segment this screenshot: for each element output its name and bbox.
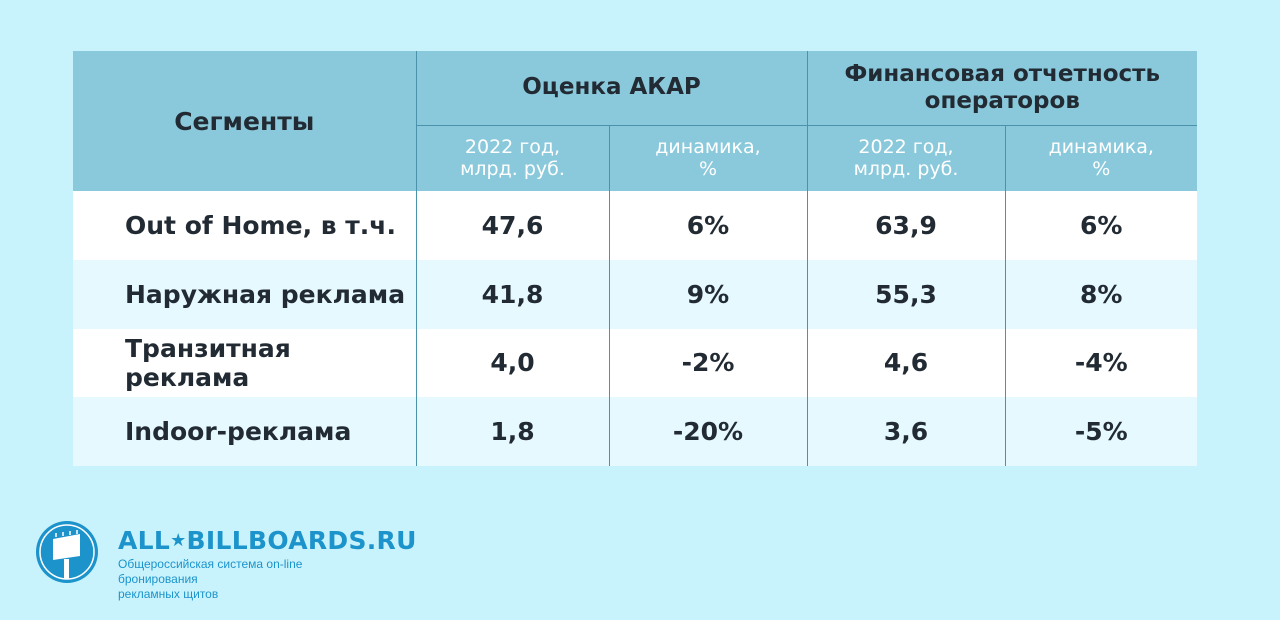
header-row-2: 2022 год, млрд. руб. динамика, % 2022 го… [73,125,1198,191]
fin-year-header: 2022 год, млрд. руб. [806,125,1005,191]
data-table: Сегменты Оценка АКАР Финансовая отчетнос… [73,51,1198,466]
table-row: Indoor-реклама 1,8 -20% 3,6 -5% [73,397,1198,466]
akar-dynamics-header: динамика, % [608,125,807,191]
akar-value-cell: 47,6 [415,191,609,260]
segment-cell: Наружная реклама [125,279,406,309]
fin-dynamics-cell: 8% [1004,259,1198,329]
fin-value-cell: 55,3 [806,259,1005,329]
akar-dynamics-cell: -20% [608,397,807,466]
table-row: Out of Home, в т.ч. 47,6 6% 63,9 6% [73,191,1198,260]
segment-cell: Indoor-реклама [125,417,352,447]
billboard-logo-icon [36,521,98,583]
segment-cell: Out of Home, в т.ч. [125,210,396,240]
akar-year-header: 2022 год, млрд. руб. [415,125,609,191]
segment-cell: Транзитная реклама [125,333,291,392]
akar-value-cell: 41,8 [415,259,609,329]
fin-value-cell: 63,9 [806,191,1005,260]
segment-header: Сегменты [174,106,315,136]
fin-dynamics-cell: 6% [1004,191,1198,260]
akar-dynamics-cell: 9% [608,259,807,329]
fin-value-cell: 4,6 [806,328,1005,398]
financial-group-header: Финансовая отчетность операторов [806,51,1198,126]
akar-dynamics-cell: 6% [608,191,807,260]
table-row: Наружная реклама 41,8 9% 55,3 8% [73,259,1198,329]
header-row-1: Сегменты Оценка АКАР Финансовая отчетнос… [73,51,1198,136]
akar-value-cell: 1,8 [415,397,609,466]
akar-value-cell: 4,0 [415,328,609,398]
fin-dynamics-cell: -5% [1004,397,1198,466]
fin-value-cell: 3,6 [806,397,1005,466]
akar-dynamics-cell: -2% [608,328,807,398]
fin-dynamics-cell: -4% [1004,328,1198,398]
akar-group-header: Оценка АКАР [415,51,807,126]
fin-dynamics-header: динамика, % [1004,125,1198,191]
brand-name: ALL★BILLBOARDS.RU [118,526,417,555]
table-row: Транзитная реклама 4,0 -2% 4,6 -4% [73,328,1198,398]
brand-tagline: Общероссийская система on-line бронирова… [118,557,303,601]
